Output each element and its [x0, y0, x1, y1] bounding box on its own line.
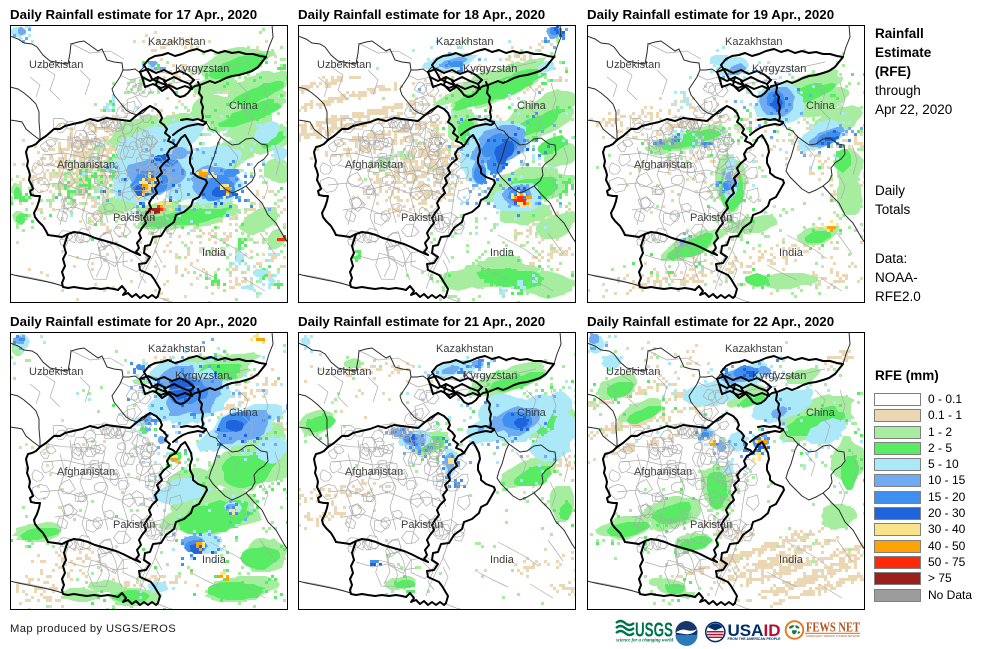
svg-text:Uzbekistan: Uzbekistan: [606, 366, 660, 378]
svg-text:China: China: [229, 100, 259, 112]
svg-text:Kyrgyzstan: Kyrgyzstan: [175, 63, 229, 75]
svg-text:Kazakhstan: Kazakhstan: [725, 36, 782, 48]
svg-text:Pakistan: Pakistan: [690, 519, 732, 531]
svg-text:Afghanistan: Afghanistan: [57, 159, 115, 171]
svg-text:Kazakhstan: Kazakhstan: [148, 343, 205, 355]
svg-text:India: India: [202, 247, 227, 259]
svg-text:India: India: [202, 554, 227, 566]
svg-text:FROM THE AMERICAN PEOPLE: FROM THE AMERICAN PEOPLE: [728, 637, 781, 641]
svg-text:USGS: USGS: [635, 620, 673, 642]
svg-text:Afghanistan: Afghanistan: [345, 159, 403, 171]
svg-text:Afghanistan: Afghanistan: [634, 159, 692, 171]
svg-text:Kazakhstan: Kazakhstan: [436, 343, 493, 355]
svg-text:Pakistan: Pakistan: [113, 212, 155, 224]
svg-text:Kyrgyzstan: Kyrgyzstan: [175, 370, 229, 382]
svg-text:Kyrgyzstan: Kyrgyzstan: [752, 63, 806, 75]
svg-text:Pakistan: Pakistan: [690, 212, 732, 224]
svg-text:FEWS NET: FEWS NET: [806, 620, 860, 635]
svg-text:Uzbekistan: Uzbekistan: [29, 59, 83, 71]
svg-text:Uzbekistan: Uzbekistan: [29, 366, 83, 378]
svg-text:Pakistan: Pakistan: [401, 519, 443, 531]
svg-text:Uzbekistan: Uzbekistan: [317, 366, 371, 378]
svg-text:Afghanistan: Afghanistan: [345, 466, 403, 478]
svg-text:China: China: [806, 100, 836, 112]
svg-text:Kyrgyzstan: Kyrgyzstan: [463, 370, 517, 382]
svg-text:Kazakhstan: Kazakhstan: [148, 36, 205, 48]
svg-text:China: China: [517, 407, 547, 419]
svg-text:India: India: [490, 247, 515, 259]
svg-text:Pakistan: Pakistan: [401, 212, 443, 224]
svg-text:Kyrgyzstan: Kyrgyzstan: [752, 370, 806, 382]
svg-text:India: India: [779, 554, 804, 566]
svg-text:China: China: [806, 407, 836, 419]
svg-text:India: India: [779, 247, 804, 259]
svg-text:science for a changing world: science for a changing world: [615, 638, 673, 644]
svg-text:Kazakhstan: Kazakhstan: [436, 36, 493, 48]
svg-text:Kyrgyzstan: Kyrgyzstan: [463, 63, 517, 75]
svg-text:Uzbekistan: Uzbekistan: [606, 59, 660, 71]
svg-text:Pakistan: Pakistan: [113, 519, 155, 531]
svg-text:Kazakhstan: Kazakhstan: [725, 343, 782, 355]
svg-text:India: India: [490, 554, 515, 566]
svg-text:China: China: [517, 100, 547, 112]
svg-text:USAID: USAID: [728, 621, 781, 640]
svg-text:China: China: [229, 407, 259, 419]
svg-text:Uzbekistan: Uzbekistan: [317, 59, 371, 71]
svg-text:Afghanistan: Afghanistan: [634, 466, 692, 478]
svg-text:FAMINE EARLY WARNING SYSTEMS N: FAMINE EARLY WARNING SYSTEMS NETWORK: [806, 634, 860, 638]
svg-text:Afghanistan: Afghanistan: [57, 466, 115, 478]
